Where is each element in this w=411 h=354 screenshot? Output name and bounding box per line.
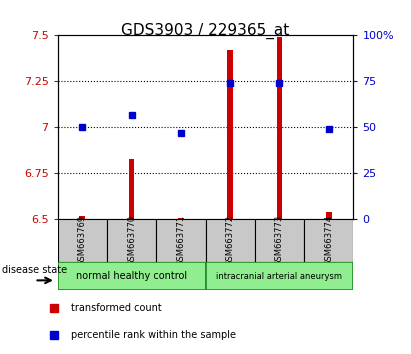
Text: GSM663772: GSM663772	[226, 215, 235, 266]
Bar	[58, 219, 107, 262]
Text: GSM663770: GSM663770	[127, 215, 136, 266]
Bar	[178, 218, 184, 219]
Bar	[277, 37, 282, 219]
Bar	[255, 219, 304, 262]
Text: GSM663773: GSM663773	[275, 215, 284, 266]
Text: GDS3903 / 229365_at: GDS3903 / 229365_at	[121, 23, 290, 39]
Bar	[326, 212, 332, 219]
Bar	[79, 216, 85, 219]
Text: GSM663771: GSM663771	[176, 215, 185, 266]
Text: percentile rank within the sample: percentile rank within the sample	[71, 330, 236, 339]
Bar	[156, 219, 206, 262]
Text: disease state: disease state	[2, 265, 67, 275]
Bar	[129, 159, 134, 219]
Text: GSM663769: GSM663769	[78, 215, 87, 266]
Bar	[304, 219, 353, 262]
Text: normal healthy control: normal healthy control	[76, 271, 187, 281]
Bar	[206, 219, 255, 262]
Bar	[227, 50, 233, 219]
Bar	[206, 262, 353, 290]
Text: GSM663774: GSM663774	[324, 215, 333, 266]
Text: intracranial arterial aneurysm: intracranial arterial aneurysm	[217, 272, 342, 281]
Text: transformed count: transformed count	[71, 303, 162, 313]
Bar	[107, 219, 156, 262]
Bar	[58, 262, 206, 290]
